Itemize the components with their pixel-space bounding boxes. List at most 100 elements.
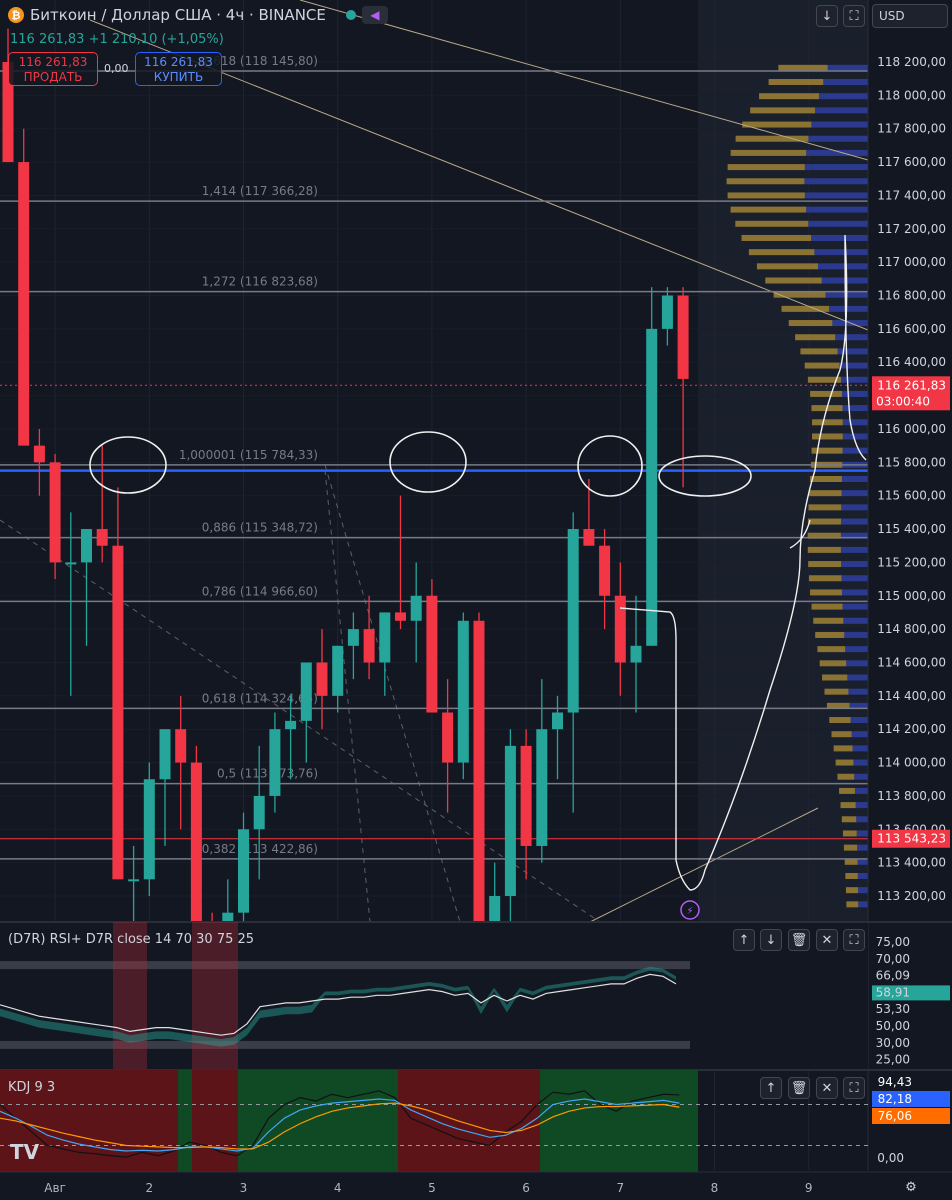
volume-profile-bar [808,575,842,582]
candle-body [363,629,375,663]
x-tick-label: 2 [145,1181,153,1195]
volume-profile-bar [730,149,807,156]
y-tick-label: 115 400,00 [877,522,946,536]
tradingview-logo[interactable]: TV [10,1140,40,1164]
rsi-collapse-button[interactable]: ✕ [816,929,838,951]
candle-body [457,620,469,763]
rsi-highlight [192,922,238,1070]
volume-profile-bar [858,901,868,908]
rsi-move-up-button[interactable]: ↑ [733,929,755,951]
volume-profile-bar [844,858,858,865]
volume-profile-bar [841,589,868,596]
volume-profile-bar [845,872,858,879]
volume-profile-bar [756,263,819,270]
volume-profile-bar [742,121,812,128]
volume-profile-bar [857,858,868,865]
candle-body [143,779,155,880]
volume-profile-bar [840,802,856,809]
volume-profile-bar [842,433,868,440]
symbol-header[interactable]: ₿ Биткоин / Доллар США · 4ч · BINANCE ◀ [8,6,388,24]
rsi-move-down-button[interactable]: ↓ [760,929,782,951]
kdj-move-up-button[interactable]: ↑ [760,1077,782,1099]
volume-profile-bar [730,206,807,213]
fib-level-label: 1,414 (117 366,28) [202,184,318,198]
bar-countdown-label: 03:00:40 [876,394,930,408]
alert-lightning-glyph: ⚡ [686,906,693,917]
symbol-title[interactable]: Биткоин / Доллар США · 4ч · BINANCE [30,6,326,24]
current-price-tag [872,376,950,411]
kdj-y-tick-label: 0,00 [877,1151,904,1165]
volume-profile-bar [808,504,842,511]
dashed-fan-line [0,519,601,923]
volume-profile-bar [807,518,841,525]
volume-profile-bar [804,362,840,369]
volume-profile-bar [851,731,868,738]
candle-body [473,620,485,922]
volume-profile-bar [841,390,868,397]
volume-profile-bar [847,674,868,681]
x-tick-label: 4 [334,1181,342,1195]
fib-level-label: 1,272 (116 823,68) [202,275,318,289]
volume-profile-bar [843,844,858,851]
hand-drawn-path [619,234,867,891]
kdj-collapse-button[interactable]: ✕ [816,1077,838,1099]
y-tick-label: 114 600,00 [877,655,946,669]
candle-body [222,912,234,922]
volume-profile-bar [817,646,846,653]
y-tick-label: 116 800,00 [877,289,946,303]
volume-profile-bar [841,504,868,511]
candle-body [489,896,501,922]
candle-body [253,795,265,830]
kdj-zone [238,1070,398,1172]
buy-button[interactable]: 116 261,83 КУПИТЬ [135,52,222,86]
volume-profile-bar [811,447,843,454]
volume-profile-bar [845,646,868,653]
rsi-indicator-title[interactable]: (D7R) RSI+ D7R close 14 70 30 75 25 [8,932,255,947]
kdj-indicator-title[interactable]: KDJ 9 3 [8,1080,56,1095]
y-tick-label: 115 800,00 [877,455,946,469]
rsi-delete-button[interactable]: 🗑 [788,929,810,951]
kdj-zone [192,1070,238,1172]
volume-profile-bar [840,532,868,539]
y-tick-label: 115 200,00 [877,555,946,569]
candle-body [347,629,359,646]
candle-body [49,462,61,563]
volume-profile-bar [804,192,868,199]
volume-profile-bar [850,717,868,724]
volume-profile-bar [846,901,859,908]
candle-body [395,612,406,621]
volume-profile-bar [788,320,833,327]
volume-profile-bar [810,390,842,397]
candle-body [504,745,516,896]
currency-select[interactable]: USD [872,4,948,28]
candle-body [238,829,249,913]
trend-line [589,807,819,923]
candle-body [599,545,611,596]
kdj-zone [0,1070,178,1172]
sell-button[interactable]: 116 261,83 ПРОДАТЬ [8,52,98,86]
candle-body [536,729,548,846]
candle-body [410,595,422,621]
settings-gear-icon[interactable]: ⚙ [905,1179,917,1195]
candle-body [379,612,391,663]
volume-profile-bar [800,348,838,355]
kdj-delete-button[interactable]: 🗑 [788,1077,810,1099]
volume-profile-bar [826,702,850,709]
y-tick-label: 117 800,00 [877,122,946,136]
lightning-badge-icon[interactable]: ◀ [361,6,388,24]
volume-profile-bar [842,447,868,454]
y-tick-label: 117 200,00 [877,222,946,236]
volume-profile-bar [857,844,868,851]
volume-profile-bar [841,816,857,823]
scroll-down-button[interactable]: ↓ [816,5,838,27]
volume-profile-bar [837,348,868,355]
volume-profile-bar [827,64,868,71]
rsi-maximize-button[interactable]: ⛶ [843,929,865,951]
y-tick-label: 114 000,00 [877,756,946,770]
volume-profile-bar [814,249,868,256]
volume-profile-bar [811,603,843,610]
fullscreen-button[interactable]: ⛶ [843,5,865,27]
volume-profile-bar [842,830,857,837]
kdj-maximize-button[interactable]: ⛶ [843,1077,865,1099]
